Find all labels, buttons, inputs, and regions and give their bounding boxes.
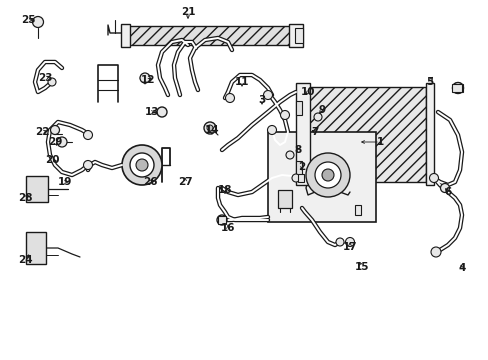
Circle shape [83,161,92,170]
Bar [288,24,303,47]
Circle shape [440,184,448,193]
Circle shape [206,125,213,131]
Circle shape [83,130,92,139]
Text: 5: 5 [426,77,433,87]
Circle shape [451,82,463,94]
Bar [295,161,302,175]
Text: 23: 23 [38,73,52,83]
Text: 16: 16 [220,223,235,233]
Circle shape [280,111,289,120]
Bar [267,132,375,222]
Bar [452,84,462,92]
Text: 1: 1 [376,137,383,147]
Circle shape [451,82,463,94]
Text: 8: 8 [294,145,301,155]
Text: 24: 24 [18,255,32,265]
Text: 25: 25 [20,15,35,25]
Circle shape [263,90,272,99]
Bar [218,216,225,224]
Circle shape [122,145,162,185]
Text: 15: 15 [354,262,368,272]
Circle shape [157,107,167,117]
Text: 11: 11 [234,77,249,87]
Bar [121,24,130,47]
Bar [295,83,309,185]
Text: 28: 28 [18,193,32,203]
Bar [451,84,461,92]
Circle shape [314,162,340,188]
Text: 13: 13 [144,107,159,117]
Bar [26,176,48,202]
Text: 14: 14 [204,125,219,135]
Text: 17: 17 [342,242,357,252]
Circle shape [57,137,67,147]
Bar [26,232,46,264]
Text: 18: 18 [217,185,232,195]
Circle shape [345,238,354,247]
Text: 22: 22 [35,127,49,137]
Circle shape [430,247,440,257]
Text: 10: 10 [300,87,315,97]
Circle shape [32,17,43,27]
Circle shape [203,122,216,134]
Text: 7: 7 [311,127,318,137]
Bar [307,87,425,182]
Circle shape [305,153,349,197]
Circle shape [50,126,60,135]
Circle shape [267,126,276,135]
Bar [354,205,360,215]
Text: 29: 29 [48,137,62,147]
Text: 19: 19 [58,177,72,187]
Circle shape [291,174,299,182]
Text: 20: 20 [45,155,59,165]
Circle shape [136,159,148,171]
Circle shape [335,238,343,246]
Circle shape [130,153,154,177]
Circle shape [225,94,234,103]
Circle shape [428,174,438,183]
Circle shape [140,73,150,83]
Circle shape [321,169,333,181]
Text: 21: 21 [181,7,195,17]
Bar [128,26,289,45]
Circle shape [48,78,56,86]
Text: 6: 6 [444,187,451,197]
Bar [278,190,291,208]
Text: 3: 3 [258,95,265,105]
Text: 26: 26 [142,177,157,187]
Text: 9: 9 [318,105,325,115]
Circle shape [217,215,226,225]
Circle shape [285,151,293,159]
Text: 2: 2 [298,162,305,172]
Bar [297,174,304,182]
Bar [425,83,433,185]
Bar [295,101,302,115]
Bar [294,28,303,43]
Text: 4: 4 [457,263,465,273]
Text: 12: 12 [141,75,155,85]
Text: 27: 27 [177,177,192,187]
Circle shape [313,113,321,121]
